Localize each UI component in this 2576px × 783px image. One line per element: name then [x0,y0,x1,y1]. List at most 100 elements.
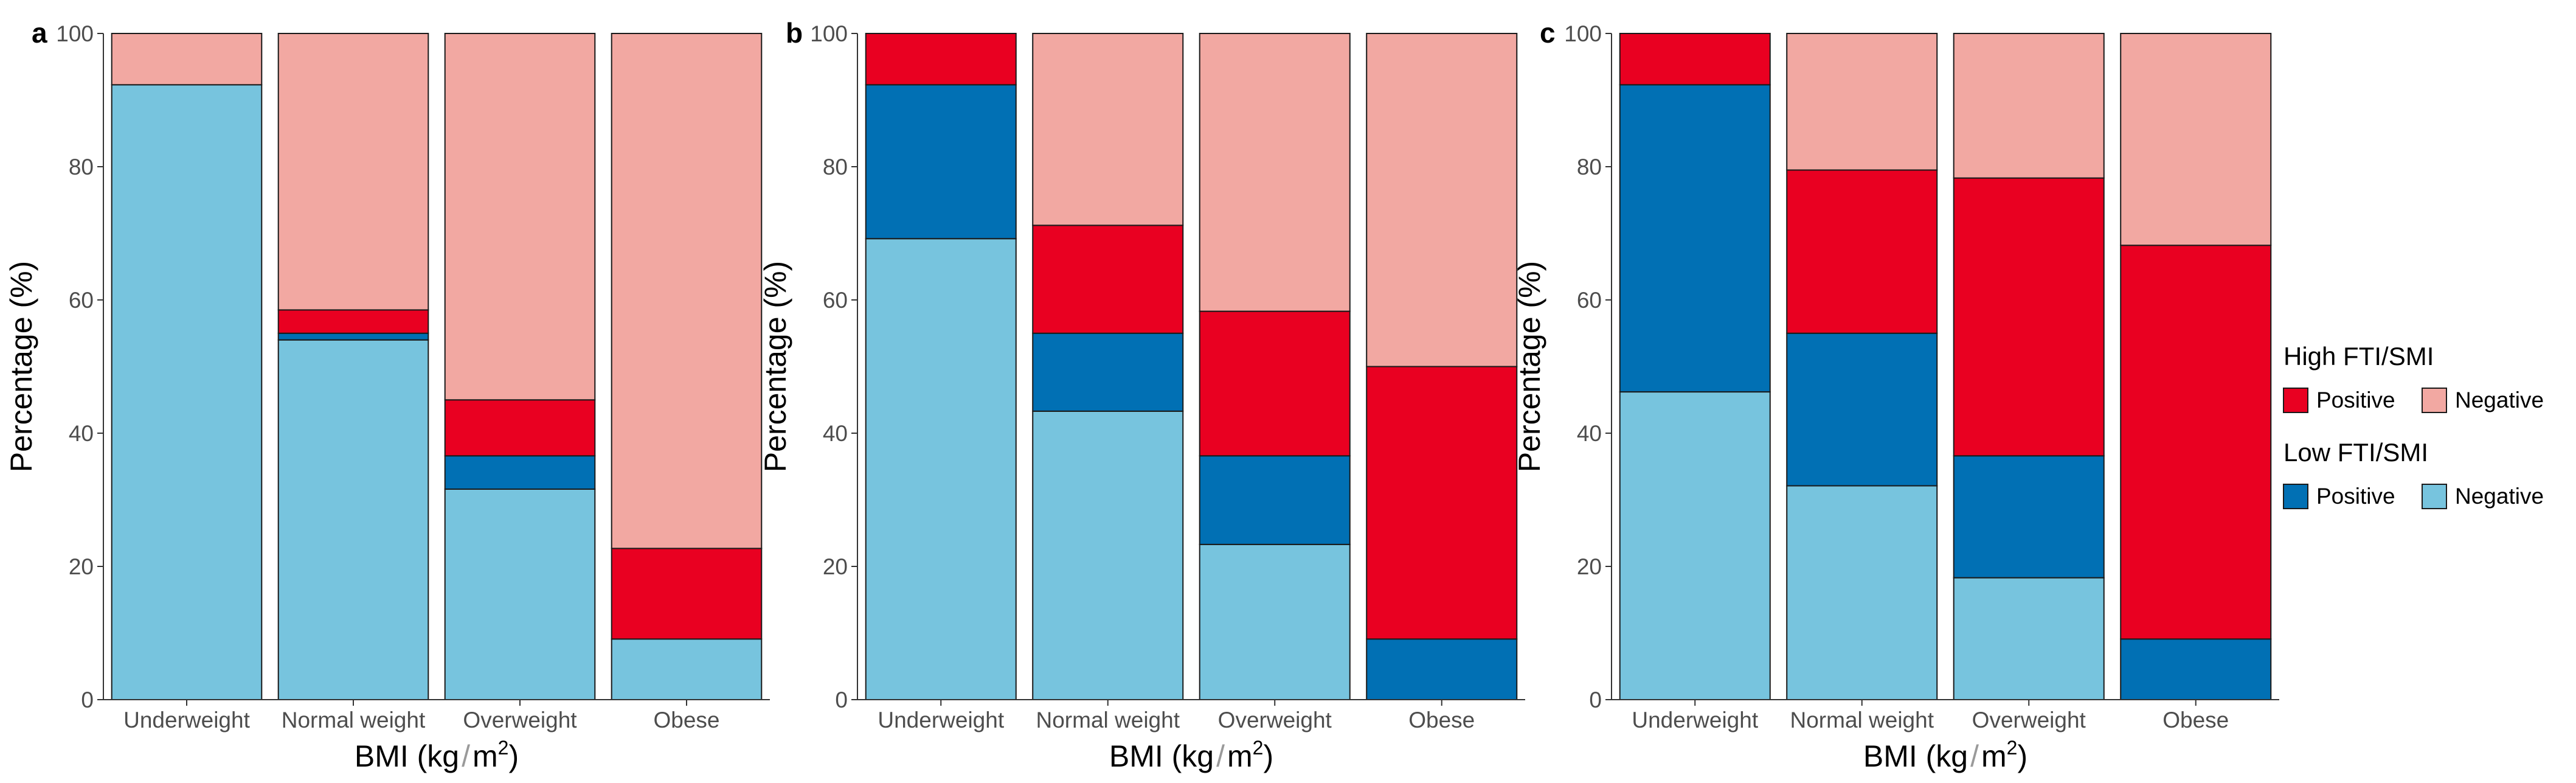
bar-segment-low_neg [1786,485,1938,700]
bar-segment-low_pos [444,455,596,490]
bar-segment-low_pos [277,332,429,341]
x-axis-title-unit: m [1981,739,2007,773]
bar-segment-low_neg [611,638,763,700]
bar-segment-low_neg [277,339,429,700]
y-tick-label: 20 [69,554,94,579]
bar-segment-low_pos [1953,455,2105,579]
legend-swatch-high_pos [2283,388,2308,413]
legend: High FTI/SMI Positive Negative Low FTI/SMI P… [2283,342,2544,509]
bar-segment-high_pos [2120,245,2272,640]
x-axis-title-slash: / [462,739,470,773]
x-tick-label: Obese [1408,708,1475,733]
bar-segment-high_neg [1953,33,2105,179]
legend-swatch-low_neg [2422,484,2447,509]
y-axis-title: Percentage (%) [1512,261,1546,472]
y-axis-title: Percentage (%) [758,261,792,472]
y-tick-label: 40 [823,421,848,446]
bar-segment-low_neg [1619,391,1771,700]
x-tick-label: Underweight [123,708,250,733]
legend-label: Negative [2455,388,2544,412]
x-axis-title: BMI (kg/m2) [355,737,519,773]
bar-segment-high_pos [1199,310,1351,457]
x-axis-title-sup: 2 [1253,737,1264,759]
y-tick-label: 0 [1589,687,1602,712]
bar-segment-low_pos [865,84,1017,240]
x-axis-title-sup: 2 [2007,737,2018,759]
x-axis-title-unit: m [473,739,498,773]
x-tick-label: Underweight [1632,708,1758,733]
bar-segment-high_pos [865,33,1017,86]
y-axis-title: Percentage (%) [4,261,38,472]
y-tick-label: 40 [69,421,94,446]
bar-segment-high_pos [1786,169,1938,334]
bar-segment-low_neg [1032,410,1184,700]
bar-segment-high_neg [111,33,263,86]
bar-segment-high_pos [611,548,763,640]
x-tick-label: Overweight [463,708,577,733]
y-tick-label: 0 [81,687,94,712]
panel-a: a 0 20 40 60 80 100 Underweight Normal weight Ove… [4,17,770,773]
x-axis-title-slash: / [1216,739,1225,773]
bar-segment-high_pos [1619,33,1771,86]
x-tick-label: Obese [653,708,719,733]
bar-segment-low_neg [865,238,1017,700]
bar-segment-high_pos [1366,366,1518,640]
bar-segment-high_neg [2120,33,2272,246]
y-tick-label: 100 [1564,21,1602,46]
y-tick-label: 80 [823,155,848,179]
y-tick-label: 60 [823,288,848,313]
bar-segment-low_pos [2120,638,2272,700]
y-tick-label: 100 [56,21,94,46]
x-axis-title: BMI (kg/m2) [1863,737,2027,773]
bar-segment-high_neg [611,33,763,549]
x-axis-title: BMI (kg/m2) [1109,737,1273,773]
y-tick-label: 40 [1577,421,1602,446]
x-axis-title-unit: m [1227,739,1253,773]
x-tick-label: Overweight [1972,708,2086,733]
bar-segment-low_pos [1786,332,1938,487]
bar-segment-low_neg [1199,543,1351,700]
bar-segment-low_neg [111,84,263,700]
x-tick-label: Underweight [878,708,1004,733]
x-axis-title-slash: / [1970,739,1979,773]
x-axis-title-main: BMI (kg [355,739,459,773]
bar-segment-high_neg [1199,33,1351,312]
legend-label: Positive [2316,484,2395,509]
x-axis-title-end: ) [1263,739,1273,773]
bar-segment-low_pos [1619,84,1771,393]
legend-title: High FTI/SMI [2283,342,2434,371]
panel-letter: a [32,17,47,49]
bar-segment-low_neg [1953,577,2105,700]
bar-segment-high_neg [444,33,596,401]
y-tick-label: 80 [69,155,94,179]
bar-segment-high_neg [1786,33,1938,171]
bar-segment-high_neg [1366,33,1518,367]
bar-segment-low_pos [1032,332,1184,412]
bar-segment-high_pos [1953,177,2105,457]
x-tick-label: Normal weight [282,708,426,733]
y-tick-label: 20 [823,554,848,579]
bar-segment-low_pos [1199,455,1351,545]
bar-segment-high_neg [277,33,429,311]
panel-c: c 0 20 40 60 80 100 Underweight Normal weight Ove… [1512,17,2279,773]
y-tick-label: 20 [1577,554,1602,579]
y-tick-label: 60 [69,288,94,313]
bar-segment-low_pos [1366,638,1518,700]
x-axis-title-main: BMI (kg [1109,739,1214,773]
y-tick-label: 100 [810,21,848,46]
panel-letter: b [786,17,803,49]
y-tick-label: 80 [1577,155,1602,179]
bar-segment-high_pos [277,309,429,334]
legend-swatch-low_pos [2283,484,2308,509]
legend-title: Low FTI/SMI [2283,438,2428,467]
y-tick-label: 60 [1577,288,1602,313]
x-tick-label: Normal weight [1036,708,1180,733]
panel-b: b 0 20 40 60 80 100 Underweight Normal weight Ove… [758,17,1525,773]
bar-segment-high_pos [444,399,596,457]
x-axis-title-sup: 2 [498,737,509,759]
y-tick-label: 0 [835,687,848,712]
bar-segment-high_pos [1032,224,1184,334]
panel-letter: c [1540,17,1556,49]
bar-segment-high_neg [1032,33,1184,226]
